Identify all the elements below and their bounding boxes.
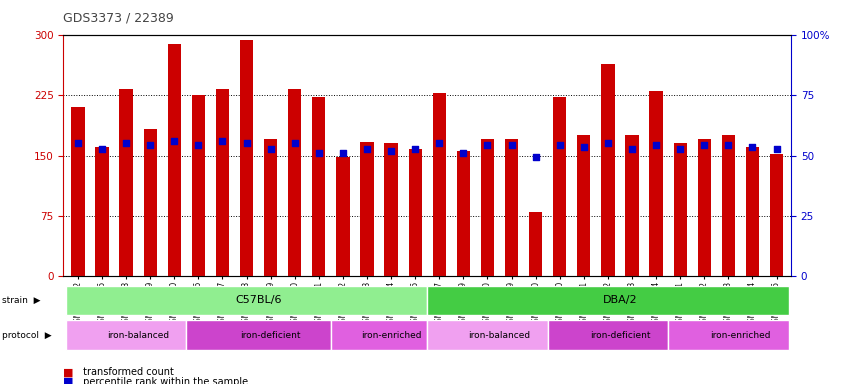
- Bar: [409, 149, 422, 276]
- Bar: [427, 286, 788, 315]
- Bar: [66, 320, 186, 350]
- Point: [673, 146, 687, 152]
- Point: [288, 141, 301, 147]
- Point: [650, 142, 663, 148]
- Point: [625, 146, 639, 152]
- Bar: [66, 286, 427, 315]
- Bar: [336, 157, 349, 276]
- Point: [96, 146, 109, 152]
- Bar: [432, 93, 446, 276]
- Point: [770, 146, 783, 152]
- Bar: [192, 95, 205, 276]
- Bar: [119, 89, 133, 276]
- Bar: [722, 136, 735, 276]
- Point: [119, 141, 133, 147]
- Point: [409, 146, 422, 152]
- Text: protocol  ▶: protocol ▶: [2, 331, 52, 339]
- Bar: [71, 107, 85, 276]
- Bar: [457, 152, 470, 276]
- Bar: [216, 89, 229, 276]
- Bar: [770, 154, 783, 276]
- Text: ■: ■: [63, 377, 74, 384]
- Point: [577, 144, 591, 151]
- Point: [553, 142, 567, 148]
- Point: [336, 150, 349, 156]
- Bar: [673, 144, 687, 276]
- Bar: [668, 320, 788, 350]
- Text: iron-balanced: iron-balanced: [107, 331, 169, 339]
- Bar: [96, 147, 108, 276]
- Bar: [288, 89, 301, 276]
- Bar: [577, 136, 591, 276]
- Text: transformed count: transformed count: [80, 367, 174, 377]
- Point: [481, 142, 494, 148]
- Point: [264, 146, 277, 152]
- Text: ■: ■: [63, 367, 74, 377]
- Bar: [264, 139, 277, 276]
- Bar: [427, 320, 547, 350]
- Point: [745, 144, 759, 151]
- Bar: [384, 144, 398, 276]
- Bar: [746, 147, 759, 276]
- Bar: [529, 212, 542, 276]
- Point: [239, 141, 253, 147]
- Bar: [240, 40, 253, 276]
- Text: iron-deficient: iron-deficient: [240, 331, 301, 339]
- Point: [602, 141, 615, 147]
- Bar: [650, 91, 662, 276]
- Point: [360, 146, 374, 152]
- Bar: [602, 64, 614, 276]
- Point: [529, 154, 542, 160]
- Point: [168, 138, 181, 144]
- Text: iron-enriched: iron-enriched: [710, 331, 771, 339]
- Bar: [625, 136, 639, 276]
- Bar: [698, 139, 711, 276]
- Bar: [360, 142, 374, 276]
- Bar: [144, 129, 157, 276]
- Text: iron-enriched: iron-enriched: [361, 331, 421, 339]
- Point: [505, 142, 519, 148]
- Text: iron-balanced: iron-balanced: [469, 331, 530, 339]
- Text: strain  ▶: strain ▶: [2, 296, 41, 305]
- Text: percentile rank within the sample: percentile rank within the sample: [80, 377, 249, 384]
- Point: [71, 141, 85, 147]
- Text: C57BL/6: C57BL/6: [235, 295, 282, 306]
- Point: [384, 149, 398, 155]
- Point: [722, 142, 735, 148]
- Point: [144, 142, 157, 148]
- Text: DBA/2: DBA/2: [602, 295, 637, 306]
- Bar: [331, 320, 427, 350]
- Text: GDS3373 / 22389: GDS3373 / 22389: [63, 12, 174, 25]
- Point: [457, 150, 470, 156]
- Point: [191, 142, 205, 148]
- Bar: [186, 320, 331, 350]
- Point: [216, 138, 229, 144]
- Point: [697, 142, 711, 148]
- Bar: [168, 44, 181, 276]
- Point: [312, 150, 326, 156]
- Point: [432, 141, 446, 147]
- Bar: [505, 139, 518, 276]
- Bar: [312, 97, 326, 276]
- Text: iron-deficient: iron-deficient: [590, 331, 651, 339]
- Bar: [547, 320, 668, 350]
- Bar: [553, 98, 566, 276]
- Bar: [481, 139, 494, 276]
